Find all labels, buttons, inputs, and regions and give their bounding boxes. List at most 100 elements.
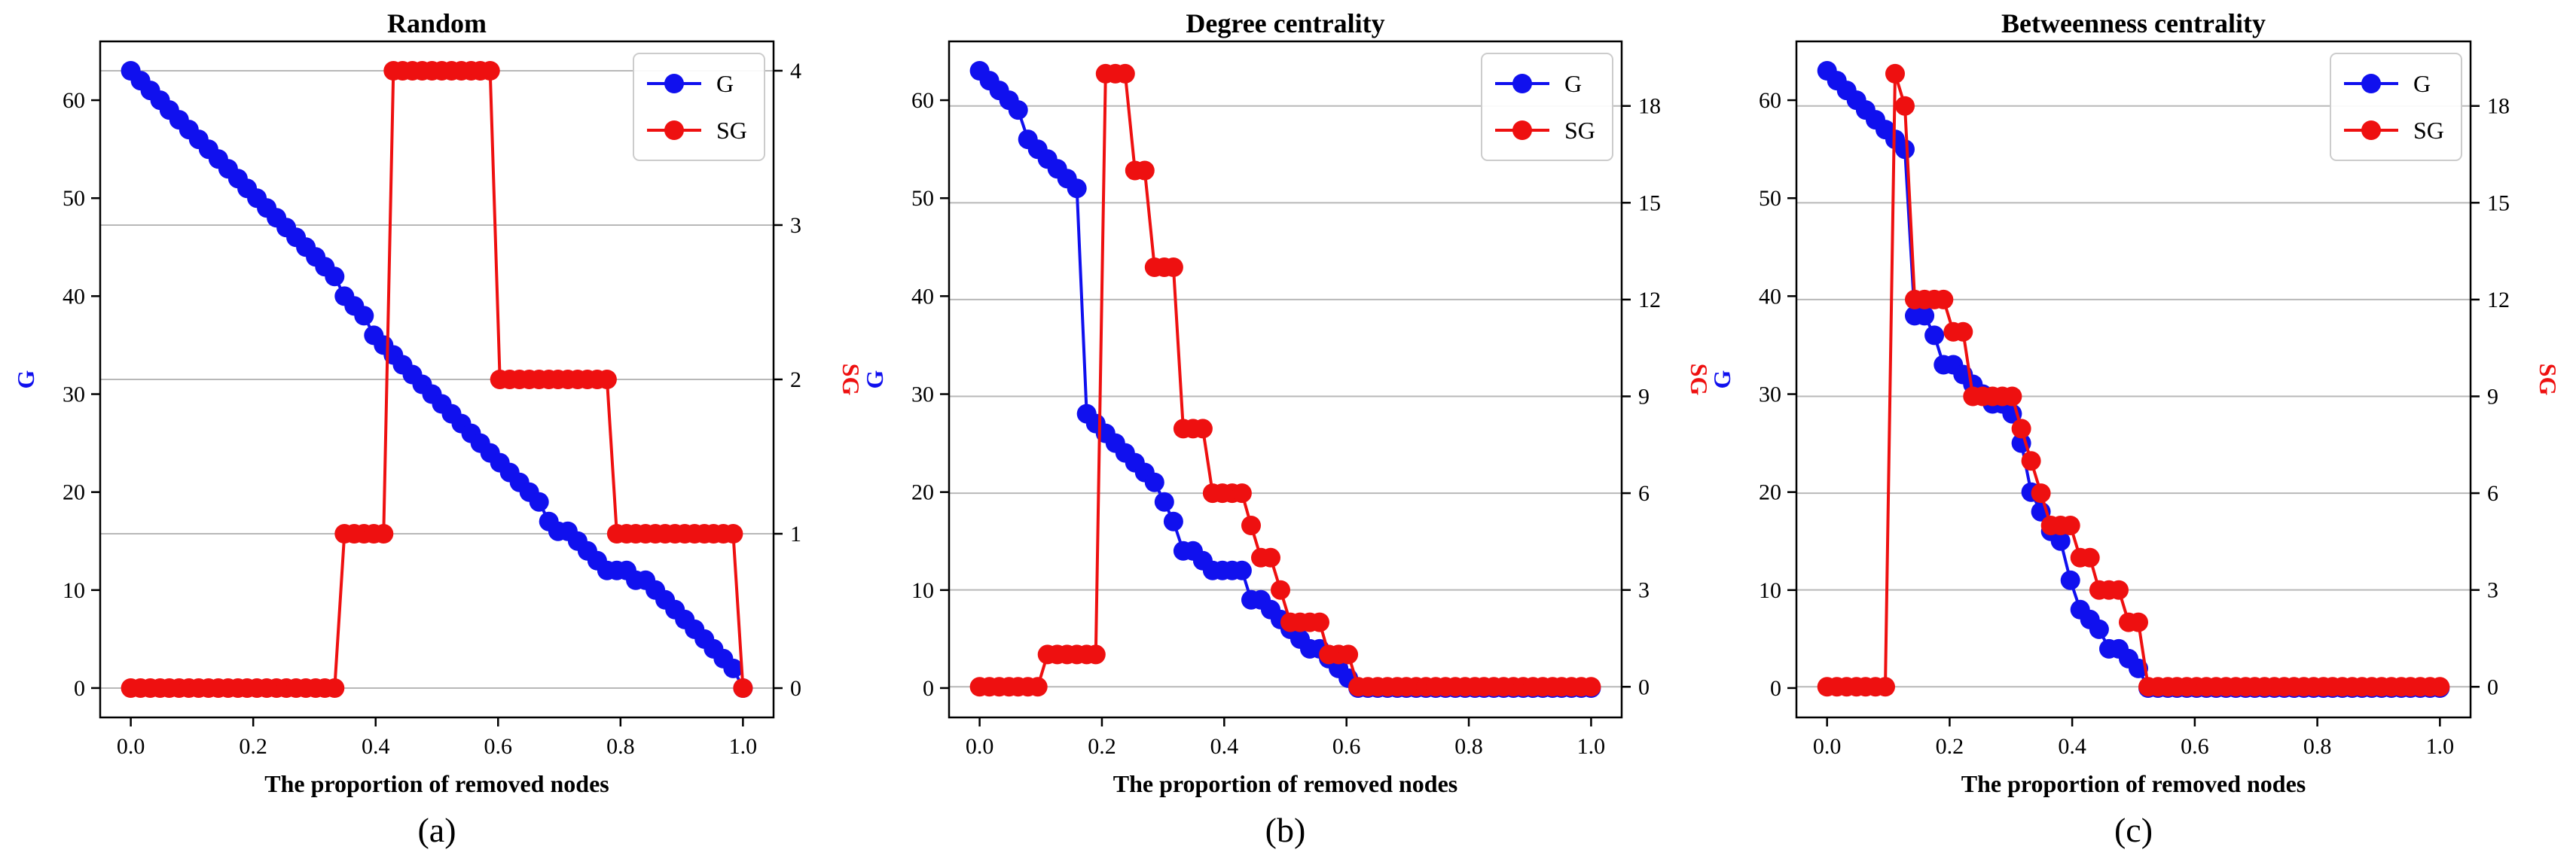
y-right-tick-label: 6 (2487, 481, 2498, 506)
panel-caption: (b) (1265, 811, 1306, 849)
y-right-axis-label: SG (2535, 364, 2562, 396)
data-point-sg (2021, 451, 2041, 471)
y-right-tick-label: 12 (2487, 288, 2510, 312)
data-point-sg (1027, 677, 1048, 697)
y-right-axis-label: SG (1686, 364, 1713, 396)
legend: G SG (633, 53, 765, 161)
legend-label: SG (1564, 117, 1595, 144)
legend-label: SG (716, 117, 747, 144)
data-point-sg (1192, 419, 1213, 439)
y-left-tick-label: 40 (63, 284, 85, 309)
panel-caption: (c) (2114, 811, 2153, 849)
data-point-g (1924, 325, 1945, 346)
y-left-tick-label: 60 (63, 88, 85, 113)
data-point-sg (1271, 580, 1290, 600)
data-point-sg (1876, 677, 1895, 697)
legend-label: G (716, 70, 734, 97)
legend-swatch-marker (1512, 74, 1532, 93)
y-right-tick-label: 15 (2487, 190, 2510, 215)
data-point-sg (1310, 612, 1329, 632)
y-right-tick-label: 3 (2487, 578, 2498, 603)
y-right-tick-label: 9 (1638, 385, 1650, 410)
data-point-sg (1241, 516, 1261, 535)
x-tick-label: 0.2 (1936, 734, 1964, 759)
y-right-tick-label: 4 (790, 59, 801, 84)
data-point-g (1154, 492, 1174, 512)
legend-box (633, 53, 765, 161)
y-right-tick-label: 18 (2487, 94, 2510, 119)
series-line-g (1826, 69, 2440, 690)
y-left-tick-label: 50 (911, 186, 934, 211)
x-tick-label: 0.2 (239, 734, 267, 759)
data-point-g (1163, 511, 1183, 531)
legend: G SG (2330, 53, 2462, 161)
data-point-sg (1261, 547, 1280, 568)
legend-swatch-marker (1512, 120, 1532, 140)
y-left-tick-label: 50 (1759, 186, 1781, 211)
data-point-sg (2129, 612, 2148, 632)
y-left-tick-label: 10 (911, 578, 934, 603)
y-left-tick-label: 60 (911, 88, 934, 113)
data-point-g (1915, 306, 1935, 326)
x-tick-label: 0.4 (2058, 734, 2086, 759)
y-right-tick-label: 0 (790, 676, 801, 701)
x-tick-label: 0.0 (966, 734, 994, 759)
x-tick-label: 0.8 (606, 734, 635, 759)
data-point-g (1008, 100, 1028, 120)
data-point-sg (1085, 644, 1106, 665)
x-tick-label: 0.4 (1210, 734, 1239, 759)
y-left-tick-label: 0 (923, 676, 934, 701)
y-left-axis-label: G (861, 370, 888, 388)
data-point-sg (1953, 321, 1973, 342)
y-left-tick-label: 10 (63, 578, 85, 603)
legend-label: G (2413, 70, 2431, 97)
y-right-tick-label: 3 (1638, 578, 1650, 603)
y-left-tick-label: 40 (1759, 284, 1781, 309)
series-line-sg (1827, 72, 2440, 689)
data-point-sg (2031, 483, 2051, 504)
data-point-sg (1581, 677, 1601, 697)
y-right-axis-label: SG (838, 364, 865, 396)
data-point-sg (1338, 644, 1359, 665)
y-left-tick-label: 60 (1759, 88, 1781, 113)
x-axis-label: The proportion of removed nodes (264, 770, 609, 797)
y-left-tick-label: 20 (1759, 480, 1781, 505)
y-left-tick-label: 0 (1770, 676, 1781, 701)
y-right-tick-label: 12 (1638, 288, 1661, 312)
data-point-g (354, 306, 374, 326)
series-sg (969, 63, 1601, 697)
legend-box (1481, 53, 1613, 161)
y-right-tick-label: 18 (1638, 94, 1661, 119)
data-point-g (1895, 139, 1915, 160)
x-tick-label: 1.0 (1577, 734, 1606, 759)
y-right-tick-label: 15 (1638, 190, 1661, 215)
legend-box (2330, 53, 2462, 161)
data-point-sg (1895, 96, 1915, 116)
data-point-g (723, 658, 743, 678)
data-point-sg (2109, 580, 2129, 600)
x-tick-label: 0.8 (2303, 734, 2332, 759)
x-tick-label: 0.6 (1332, 734, 1361, 759)
plot-frame (948, 40, 1623, 719)
x-tick-label: 0.6 (2181, 734, 2209, 759)
data-point-sg (374, 524, 394, 544)
series-sg (1817, 63, 2450, 697)
data-point-sg (723, 524, 743, 544)
data-point-sg (2011, 419, 2031, 439)
legend-swatch-marker (2361, 74, 2381, 93)
data-point-sg (597, 370, 617, 389)
chart-title: Random (387, 8, 487, 38)
x-tick-label: 0.8 (1454, 734, 1483, 759)
x-tick-label: 0.6 (484, 734, 513, 759)
y-right-tick-label: 2 (790, 367, 801, 392)
y-right-tick-label: 9 (2487, 385, 2498, 410)
data-point-sg (1232, 483, 1252, 504)
y-left-tick-label: 20 (63, 480, 85, 505)
plot-frame (1795, 40, 2472, 719)
y-left-tick-label: 30 (911, 382, 934, 407)
legend-swatch-marker (664, 120, 684, 140)
x-axis-label: The proportion of removed nodes (1961, 770, 2306, 797)
data-point-g (1232, 560, 1252, 580)
legend-label: G (1564, 70, 1582, 97)
y-left-tick-label: 30 (63, 382, 85, 407)
